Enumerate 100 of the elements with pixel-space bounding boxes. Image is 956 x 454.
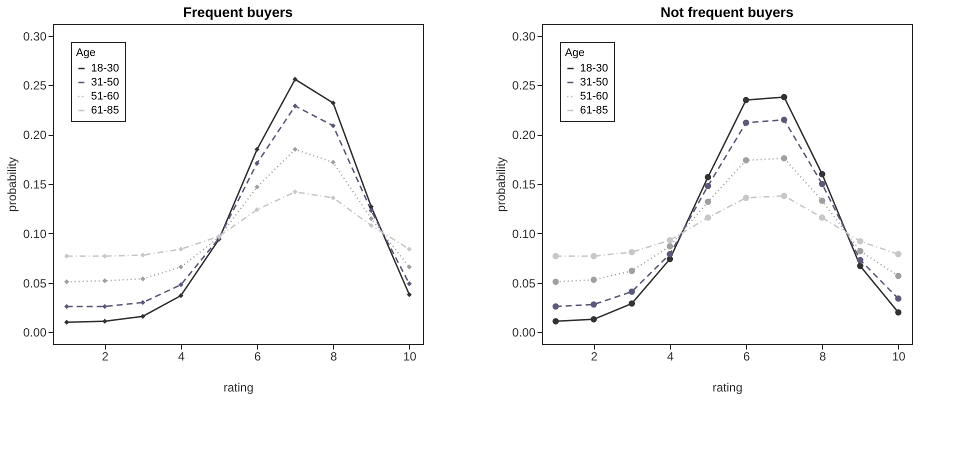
point xyxy=(628,288,635,295)
x-axis-title: rating xyxy=(712,380,743,394)
point xyxy=(590,252,597,260)
y-tick-label: 0.00 xyxy=(23,326,47,340)
point xyxy=(857,262,864,270)
point xyxy=(742,96,750,104)
x-tick-label: 2 xyxy=(590,350,598,364)
point xyxy=(780,116,788,123)
point xyxy=(406,264,412,270)
point xyxy=(590,316,597,322)
point xyxy=(254,207,260,212)
point xyxy=(819,214,826,221)
point xyxy=(102,278,108,284)
point xyxy=(895,309,902,316)
point xyxy=(368,208,374,214)
point xyxy=(857,256,864,264)
point xyxy=(895,250,902,258)
point xyxy=(819,180,826,188)
point xyxy=(780,94,788,100)
point xyxy=(64,279,70,284)
point xyxy=(819,198,826,204)
legend-label: 61-85 xyxy=(580,104,608,116)
point xyxy=(292,189,298,194)
point xyxy=(742,120,750,126)
point xyxy=(666,250,674,258)
point xyxy=(140,314,146,319)
point xyxy=(140,300,146,306)
point xyxy=(406,281,412,286)
point xyxy=(102,304,108,309)
point xyxy=(628,300,635,307)
x-tick-label: 6 xyxy=(743,350,750,364)
point xyxy=(819,170,826,178)
y-tick-label: 0.30 xyxy=(23,29,47,44)
point xyxy=(628,268,635,274)
point xyxy=(590,301,597,308)
point xyxy=(140,276,146,282)
point xyxy=(292,146,298,152)
y-tick-label: 0.25 xyxy=(512,78,536,93)
point xyxy=(330,160,336,165)
chart-title: Frequent buyers xyxy=(183,4,294,20)
point xyxy=(552,278,559,285)
legend-label: 61-85 xyxy=(91,104,120,116)
x-tick-label: 8 xyxy=(330,350,338,364)
y-tick-label: 0.30 xyxy=(512,29,536,44)
point xyxy=(704,198,712,205)
legend-label: 31-50 xyxy=(580,76,608,88)
point xyxy=(857,238,864,244)
point xyxy=(178,246,184,252)
y-tick-label: 0.05 xyxy=(23,276,47,290)
point xyxy=(254,184,260,190)
point xyxy=(704,214,712,221)
point xyxy=(628,248,635,256)
point xyxy=(368,222,374,228)
legend-title: Age xyxy=(76,47,96,59)
point xyxy=(368,216,374,222)
point xyxy=(64,320,70,325)
point xyxy=(368,204,374,210)
legend-label: 18-30 xyxy=(91,62,120,74)
point xyxy=(406,292,412,298)
point xyxy=(857,248,864,254)
y-tick-label: 0.10 xyxy=(23,226,47,241)
y-tick-label: 0.05 xyxy=(512,276,536,290)
x-tick-label: 10 xyxy=(403,350,417,364)
point xyxy=(704,182,712,190)
point xyxy=(895,272,902,280)
point xyxy=(254,160,260,166)
x-tick-label: 6 xyxy=(254,350,262,364)
point xyxy=(292,103,298,108)
point xyxy=(895,295,902,302)
x-tick-label: 4 xyxy=(667,350,674,364)
legend-label: 51-60 xyxy=(91,90,120,102)
chart-title: Not frequent buyers xyxy=(660,4,794,20)
point xyxy=(780,192,788,200)
x-axis-title: rating xyxy=(223,380,254,394)
point xyxy=(406,246,412,252)
point xyxy=(742,194,750,201)
point xyxy=(780,155,788,162)
x-tick-label: 8 xyxy=(819,350,826,364)
point xyxy=(330,123,336,128)
point xyxy=(590,276,597,283)
point xyxy=(330,195,336,200)
point xyxy=(140,252,146,258)
point xyxy=(178,293,184,298)
point xyxy=(552,318,559,324)
point xyxy=(552,252,559,260)
point xyxy=(666,237,674,244)
point xyxy=(178,282,184,288)
point xyxy=(178,264,184,270)
y-tick-label: 0.00 xyxy=(512,326,536,340)
point xyxy=(704,174,712,180)
legend-title: Age xyxy=(565,47,585,59)
y-tick-label: 0.15 xyxy=(23,178,47,192)
point xyxy=(330,100,336,106)
point xyxy=(102,318,108,324)
y-tick-label: 0.15 xyxy=(512,178,536,192)
point xyxy=(292,76,298,82)
point xyxy=(254,146,260,152)
y-tick-label: 0.20 xyxy=(23,128,47,142)
x-tick-label: 10 xyxy=(892,350,906,364)
point xyxy=(666,243,674,250)
